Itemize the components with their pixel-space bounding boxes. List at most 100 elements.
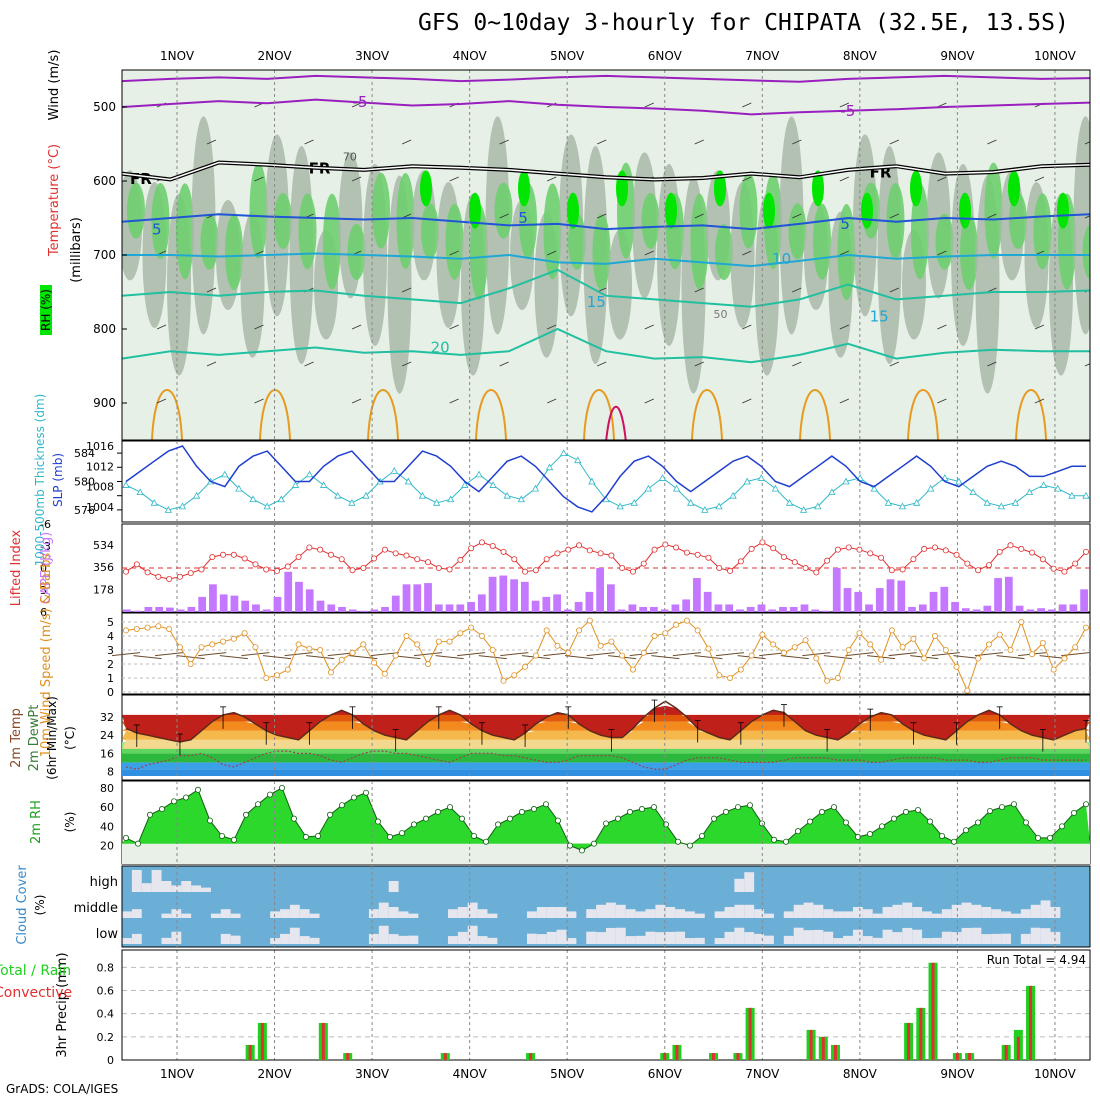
wind-barb: [823, 655, 852, 660]
rh-mid-region: [1082, 224, 1090, 280]
thickness-marker: [432, 498, 441, 506]
wind-barb: [597, 361, 607, 367]
thickness-marker: [178, 502, 187, 510]
rh-base: [122, 843, 1090, 864]
cape-bar: [736, 609, 744, 612]
rh-marker: [182, 794, 189, 801]
rh-marker: [519, 808, 526, 815]
slp-line: [125, 445, 1086, 513]
cloud-low-block: [1001, 933, 1011, 944]
lifted-index-marker: [489, 543, 496, 550]
cloud-middle-block: [131, 909, 142, 918]
lifted-index-marker: [975, 567, 982, 574]
x-tick-label-top: 8NOV: [843, 49, 878, 63]
wind-barb: [694, 213, 704, 219]
x-tick-label-bottom: 3NOV: [355, 1067, 390, 1081]
y-tick-label-right: 1016: [86, 440, 114, 453]
cloud-middle-block: [596, 904, 606, 918]
cloud-low-block: [951, 932, 962, 944]
cloud-low-block: [467, 925, 478, 944]
wind-barb: [564, 655, 594, 660]
cape-bar: [1047, 609, 1056, 612]
cape-bar: [176, 609, 185, 612]
wind-speed-marker: [910, 635, 917, 642]
thickness-marker: [997, 502, 1005, 510]
cloud-low-block: [487, 937, 498, 944]
wind-speed-marker: [964, 687, 971, 694]
wind-barb: [889, 213, 900, 219]
temp-band: [122, 762, 1090, 770]
cape-bar: [209, 584, 217, 612]
cape-bar: [520, 581, 529, 612]
x-tick-label-top: 10NOV: [1034, 49, 1076, 63]
rh-marker: [567, 842, 574, 849]
rh-marker: [831, 804, 838, 811]
cloud-low-block: [586, 931, 597, 944]
rh-marker: [807, 818, 814, 825]
cloud-low-block: [457, 931, 468, 944]
wind-speed-marker: [780, 649, 787, 656]
temperature-contour: [121, 213, 1091, 231]
lifted-index-marker: [737, 558, 744, 565]
cloud-low-block: [931, 937, 942, 944]
wind-barb: [351, 102, 362, 108]
temp-band: [122, 769, 1090, 776]
cape-bar: [563, 609, 572, 612]
wind-barb: [478, 655, 507, 660]
cape-bar: [445, 604, 454, 612]
rh-marker: [326, 811, 333, 818]
cape-bar: [1080, 589, 1088, 612]
wind-barb: [449, 398, 459, 404]
grads-credit: GrADS: COLA/IGES: [6, 1082, 119, 1096]
contour-label: 15: [870, 308, 889, 326]
thickness-marker: [503, 491, 511, 499]
cape-bar: [832, 568, 841, 612]
thickness-marker: [418, 491, 427, 499]
cape-bar: [693, 578, 701, 612]
cloud-middle-block: [843, 911, 853, 918]
precip-conv-bar: [1029, 985, 1033, 1060]
wind-speed-marker: [543, 627, 550, 634]
thickness-marker: [814, 502, 822, 510]
wind-barb: [586, 652, 615, 657]
cape-bar: [961, 608, 970, 612]
y-tick-label: 500: [93, 100, 116, 114]
wind-speed-marker: [953, 663, 960, 670]
y-tick-label-right: 356: [93, 561, 114, 574]
wind-speed-marker: [1018, 619, 1025, 626]
lifted-index-marker: [931, 544, 938, 551]
wind-speed-marker: [166, 626, 173, 633]
lifted-index-marker: [1072, 560, 1079, 567]
thickness-marker: [687, 498, 695, 506]
cloud-middle-block: [447, 909, 458, 918]
lifted-index-marker: [532, 567, 539, 574]
rh-high-region: [763, 192, 775, 229]
rh-mid-region: [249, 162, 268, 259]
cape-bar: [854, 591, 863, 612]
cloud-low-block: [852, 929, 863, 944]
lifted-index-marker: [813, 569, 820, 576]
cape-bar: [875, 588, 884, 612]
temp-fill: [122, 739, 1090, 749]
wind-speed-marker: [306, 645, 313, 652]
wind-speed-marker: [597, 642, 604, 649]
lifted-index-marker: [133, 561, 140, 568]
wind-barb: [435, 655, 464, 660]
cape-bar: [725, 604, 734, 612]
wind-speed-marker: [856, 630, 863, 637]
x-tick-label-bottom: 1NOV: [160, 1067, 195, 1081]
cloud-middle-block: [645, 909, 656, 918]
temp-frame: [121, 694, 1091, 781]
lifted-index-marker: [317, 546, 324, 553]
rh-marker: [543, 801, 550, 808]
lifted-index-axis-title: Lifted Index: [9, 529, 24, 606]
wind-barb: [644, 398, 654, 404]
cloud-middle-block: [744, 904, 755, 918]
lifted-index-marker: [425, 559, 432, 566]
wind-barb: [401, 361, 412, 367]
thickness-marker: [475, 470, 483, 478]
wind-speed-marker: [1072, 644, 1079, 651]
minmax-axis-title: (6hr Min/Max): [45, 696, 59, 780]
cloud-low-block: [675, 931, 686, 944]
